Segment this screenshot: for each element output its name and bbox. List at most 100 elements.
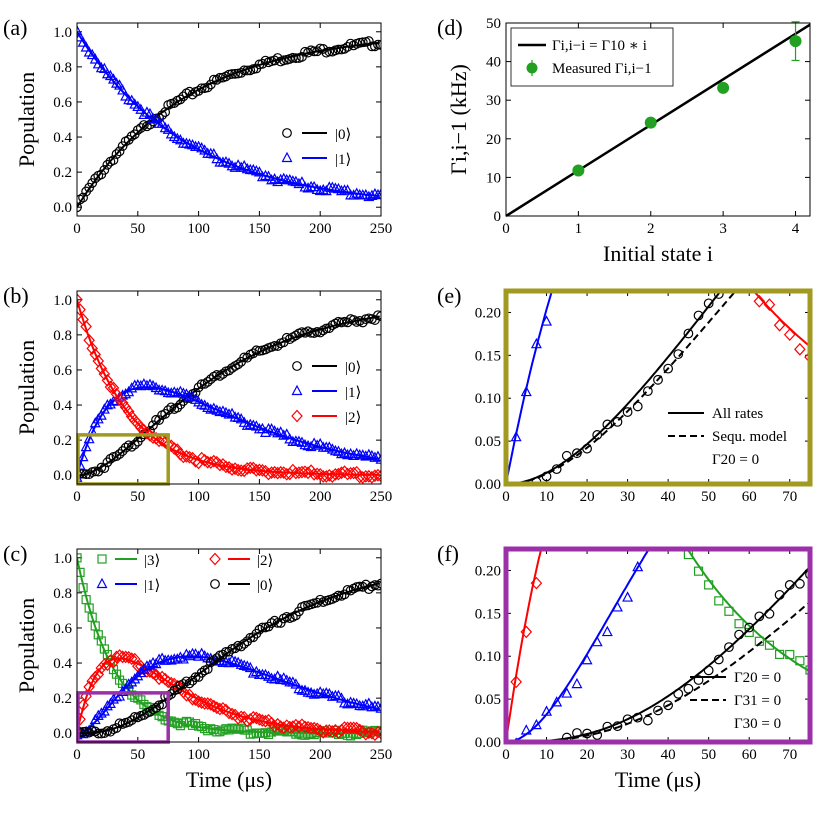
data-point — [110, 387, 123, 401]
series-markers — [531, 195, 805, 484]
data-point — [713, 654, 724, 665]
data-point — [796, 195, 805, 204]
x-axis-label: Time (μs) — [186, 767, 272, 792]
data-point — [592, 401, 602, 412]
data-point — [341, 467, 354, 481]
data-point — [321, 323, 332, 334]
data-point — [582, 443, 592, 454]
y-tick-label: 0.10 — [475, 391, 501, 407]
data-point — [530, 718, 542, 730]
data-point — [591, 635, 603, 647]
data-point — [775, 464, 785, 475]
data-point — [192, 456, 205, 470]
data-point — [353, 470, 366, 484]
data-point — [171, 443, 184, 457]
x-tick-label: 60 — [742, 489, 757, 505]
data-point — [348, 315, 359, 325]
data-point — [77, 726, 83, 740]
y-tick-label: 30 — [486, 93, 501, 109]
data-point — [183, 688, 196, 702]
measured-point — [644, 116, 657, 129]
x-tick-label: 40 — [661, 489, 676, 505]
data-point — [151, 702, 161, 713]
data-point — [693, 675, 704, 685]
plot-area — [506, 96, 810, 484]
y-tick-label: 0.0 — [53, 200, 72, 216]
data-point — [178, 91, 189, 102]
data-point — [785, 649, 795, 660]
data-point — [259, 169, 271, 181]
data-point — [299, 181, 311, 192]
data-point — [156, 384, 168, 395]
data-point — [98, 367, 111, 381]
data-point — [129, 712, 140, 722]
y-tick-label: 0.10 — [475, 649, 501, 665]
data-point — [266, 173, 278, 185]
data-point — [363, 726, 375, 740]
data-point — [633, 96, 643, 107]
data-point — [78, 192, 88, 203]
data-point — [175, 399, 186, 410]
data-point — [138, 710, 149, 720]
data-point — [107, 655, 120, 669]
data-point — [561, 687, 573, 698]
data-point — [211, 404, 223, 415]
data-point — [162, 675, 175, 689]
data-point — [96, 728, 107, 739]
data-point — [664, 511, 672, 519]
data-point — [326, 690, 338, 701]
data-point — [99, 644, 109, 654]
data-point — [673, 688, 684, 699]
data-point — [241, 462, 254, 475]
data-point — [244, 461, 257, 475]
data-point — [302, 182, 314, 193]
data-point — [239, 65, 250, 76]
y-tick-label: 0.2 — [53, 165, 72, 181]
data-point — [156, 434, 168, 447]
data-point — [274, 720, 287, 733]
data-point — [247, 163, 259, 175]
data-point — [744, 622, 755, 633]
data-point — [572, 448, 582, 459]
y-tick-label: 0.6 — [53, 621, 72, 637]
data-point — [139, 699, 149, 710]
data-point — [542, 529, 552, 540]
data-point — [602, 721, 613, 732]
data-point — [593, 171, 602, 180]
data-point — [714, 237, 724, 248]
data-point — [290, 466, 302, 480]
series-markers — [77, 578, 381, 739]
x-tick-label: 50 — [130, 489, 145, 505]
data-point — [644, 472, 652, 480]
legend-label: |1⟩ — [345, 385, 361, 401]
data-point — [77, 450, 89, 462]
data-point — [734, 629, 744, 640]
data-point — [126, 131, 137, 142]
data-point — [184, 678, 195, 689]
data-point — [132, 379, 144, 390]
data-point — [530, 576, 543, 590]
x-tick-label: 250 — [370, 747, 393, 763]
data-point — [175, 94, 186, 105]
data-point — [171, 132, 183, 143]
data-point — [703, 298, 714, 309]
data-point — [107, 73, 119, 84]
data-point — [309, 46, 320, 57]
x-tick-label: 0 — [73, 489, 81, 505]
data-point — [254, 345, 265, 356]
measured-point — [789, 35, 802, 48]
x-tick-label: 250 — [370, 221, 393, 237]
data-point — [314, 184, 326, 196]
data-point — [178, 718, 188, 728]
data-point — [296, 718, 308, 732]
data-point — [230, 643, 240, 654]
y-tick-label: 0.8 — [53, 586, 72, 602]
data-point — [181, 676, 192, 687]
data-point — [235, 464, 247, 478]
x-tick-label: 200 — [309, 489, 332, 505]
data-point — [101, 658, 114, 672]
data-point — [704, 580, 714, 590]
x-tick-label: 100 — [187, 221, 210, 237]
data-point — [89, 53, 101, 64]
data-point — [77, 303, 86, 317]
